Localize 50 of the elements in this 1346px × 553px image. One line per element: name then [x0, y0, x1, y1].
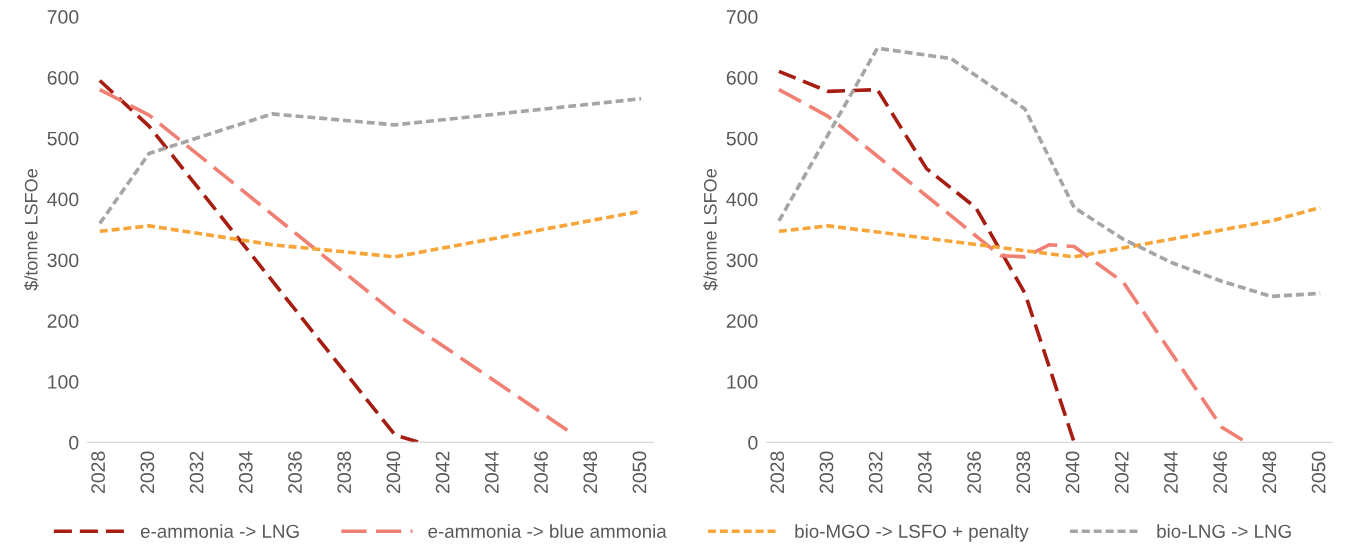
x-tick-label: 2034: [918, 451, 932, 494]
x-tick-label: 2030: [819, 451, 834, 494]
y-tick-label: 600: [47, 70, 79, 85]
x-tick-label: 2038: [1016, 451, 1031, 494]
line-series: [777, 69, 1076, 443]
y-tick-label: 700: [726, 10, 758, 24]
y-tick-label: 400: [726, 192, 758, 207]
y-tick-label: 500: [47, 131, 79, 146]
y-tick-label: 100: [48, 375, 79, 389]
x-tick-label: 2050: [632, 451, 647, 494]
y-tick-label: 600: [726, 70, 758, 85]
x-tick-label: 2032: [189, 451, 204, 494]
y-tick-label: 400: [47, 192, 79, 207]
line-series: [777, 205, 1323, 259]
y-axis-title: $/tonne LSFOe: [703, 169, 718, 291]
x-tick-label: 2050: [1311, 451, 1326, 494]
y-tick-label: 700: [47, 10, 79, 24]
x-tick-label: 2038: [337, 451, 352, 494]
x-tick-label: 2048: [583, 451, 598, 494]
y-tick-label: 500: [726, 131, 758, 146]
legend-label: e-ammonia -> LNG: [140, 524, 299, 538]
y-tick-label: 300: [47, 253, 79, 268]
legend-label: bio-MGO -> LSFO + penalty: [795, 524, 1029, 542]
x-tick-label: 2042: [435, 451, 450, 494]
x-tick-label: 2048: [1262, 451, 1277, 494]
y-tick-label: 300: [726, 253, 758, 268]
x-tick-label: 2034: [238, 451, 253, 494]
y-tick-label: 0: [748, 435, 758, 450]
y-tick-label: 200: [726, 314, 758, 328]
x-tick-label: 2040: [386, 451, 401, 494]
x-tick-label: 2040: [1065, 451, 1080, 494]
x-tick-label: 2044: [1164, 451, 1178, 494]
line-series: [97, 87, 570, 433]
x-tick-label: 2032: [868, 451, 883, 494]
x-tick-label: 2044: [484, 451, 499, 494]
x-tick-label: 2036: [288, 451, 302, 494]
x-tick-label: 2036: [967, 451, 981, 494]
y-tick-label: 100: [727, 375, 758, 389]
x-tick-label: 2042: [1114, 451, 1129, 494]
x-tick-label: 2046: [534, 451, 548, 494]
line-series: [97, 96, 643, 226]
legend-label: bio-LNG -> LNG: [1157, 524, 1291, 538]
x-tick-label: 2028: [770, 451, 785, 494]
x-tick-label: 2028: [91, 451, 106, 494]
x-tick-label: 2030: [140, 451, 155, 494]
legend-label: e-ammonia -> blue ammonia: [428, 524, 667, 538]
y-tick-label: 0: [69, 435, 79, 450]
x-tick-label: 2046: [1213, 451, 1228, 494]
y-tick-label: 200: [47, 314, 79, 328]
y-axis-title: $/tonne LSFOe: [24, 169, 39, 291]
